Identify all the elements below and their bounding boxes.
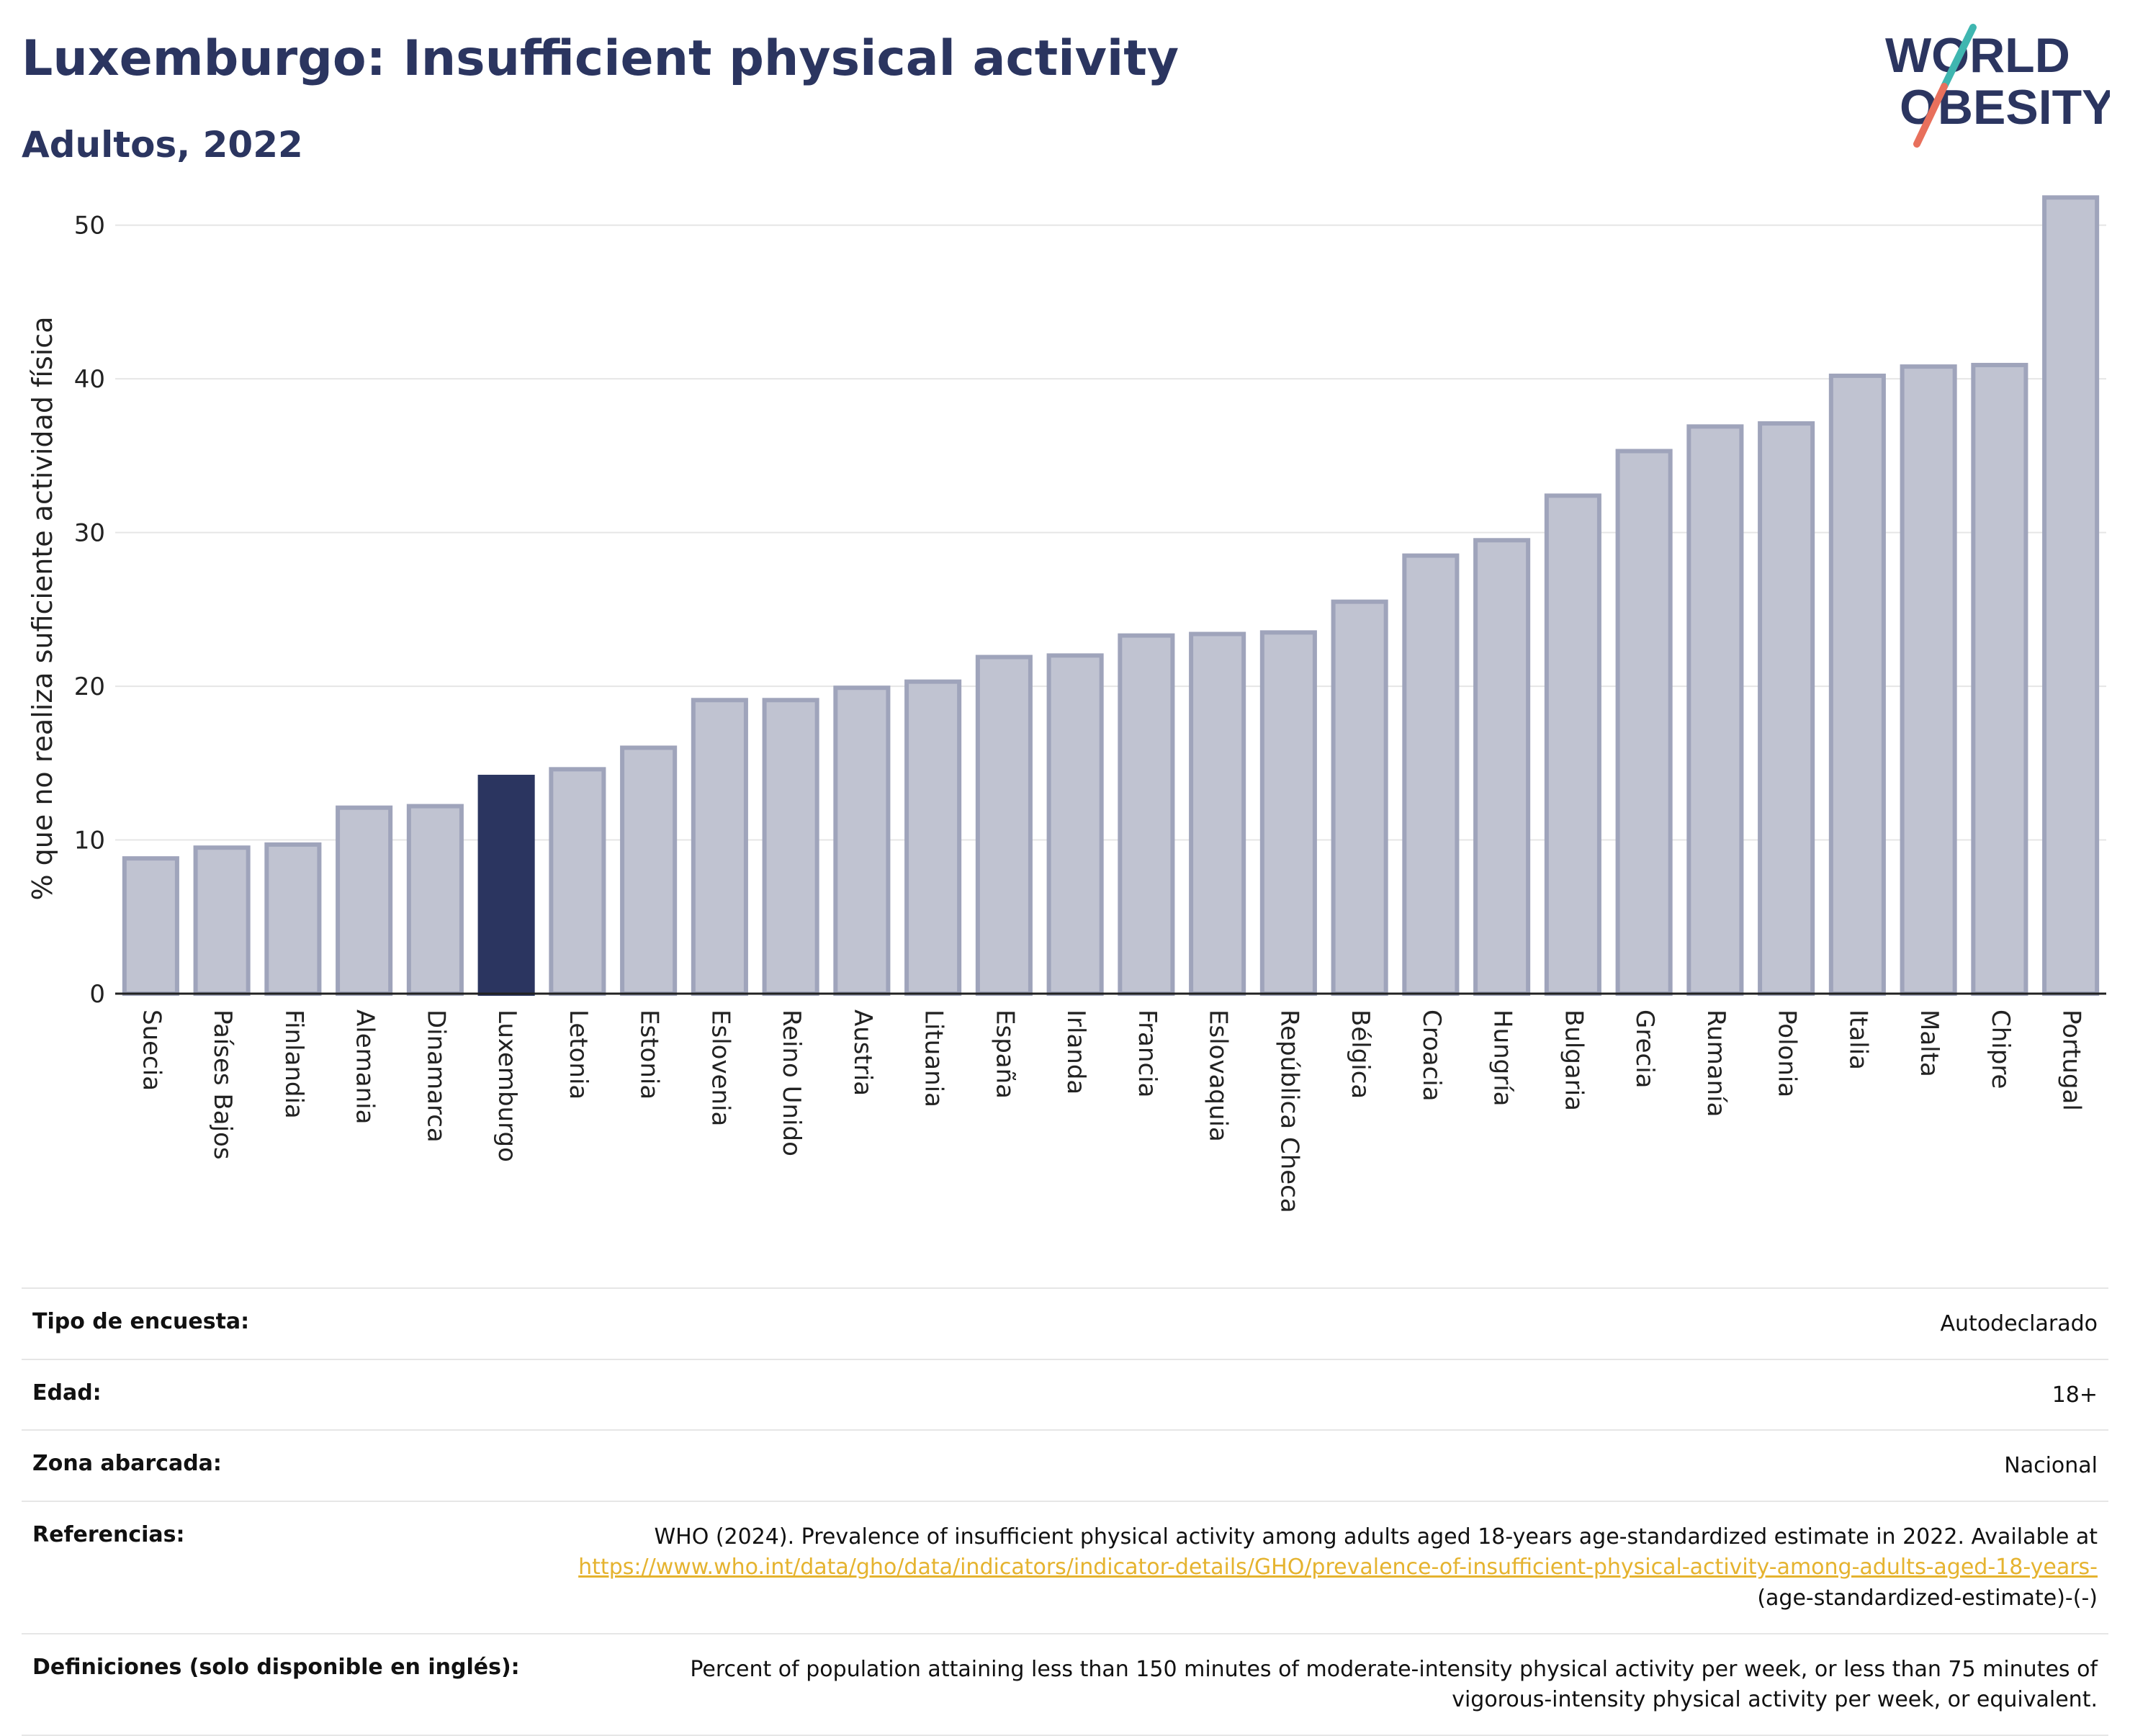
x-tick-label: Malta xyxy=(1915,1009,1943,1077)
bar-reino-unido xyxy=(762,698,819,996)
references-link[interactable]: https://www.who.int/data/gho/data/indica… xyxy=(578,1555,2098,1580)
page-title: Luxemburgo: Insufficient physical activi… xyxy=(22,30,1179,87)
x-tick-label: Polonia xyxy=(1773,1009,1802,1097)
meta-label: Referencias: xyxy=(32,1521,185,1547)
bar-polonia xyxy=(1758,421,1815,996)
bar-malta xyxy=(1900,364,1957,997)
meta-label: Tipo de encuesta: xyxy=(32,1309,250,1334)
bar-suecia xyxy=(122,856,179,996)
bar-chipre xyxy=(1971,362,2028,996)
x-tick-label: Luxemburgo xyxy=(493,1009,521,1162)
bar-lituania xyxy=(904,679,962,997)
bar-eslovaquia xyxy=(1189,631,1246,996)
meta-value: Autodeclarado xyxy=(1940,1311,2098,1336)
x-tick-label: Hungría xyxy=(1488,1009,1517,1107)
bar-irlanda xyxy=(1046,653,1104,997)
x-tick-label: Alemania xyxy=(351,1009,379,1124)
x-tick-label: España xyxy=(990,1009,1019,1099)
meta-label: Definiciones (solo disponible en inglés)… xyxy=(32,1654,520,1680)
x-tick-label: Francia xyxy=(1133,1009,1161,1097)
logo-slash-bottom xyxy=(1913,83,1948,148)
bar-luxemburgo xyxy=(477,775,535,997)
references-suffix: (age-standardized-estimate)-(-) xyxy=(1757,1585,2098,1611)
page-subtitle: Adultos, 2022 xyxy=(22,124,303,166)
bar-eslovenia xyxy=(691,698,748,996)
x-tick-label: Bélgica xyxy=(1346,1009,1375,1099)
x-tick-label: Chipre xyxy=(1986,1009,2015,1089)
bar-estonia xyxy=(620,745,678,996)
meta-row-age: Edad: 18+ xyxy=(22,1358,2108,1430)
x-tick-label: Finlandia xyxy=(279,1009,308,1119)
references-value: WHO (2024). Prevalence of insufficient p… xyxy=(551,1522,2098,1614)
x-tick-label: Austria xyxy=(848,1009,877,1096)
x-tick-label: Estonia xyxy=(635,1009,664,1099)
y-tick-label: 40 xyxy=(74,365,105,394)
x-tick-label: Grecia xyxy=(1630,1009,1659,1088)
x-tick-label: Eslovaquia xyxy=(1204,1009,1233,1142)
bar-españa xyxy=(975,655,1033,996)
x-tick-label: Croacia xyxy=(1417,1009,1446,1102)
x-tick-label: Rumanía xyxy=(1702,1009,1730,1117)
y-axis-label: % que no realiza suficiente actividad fí… xyxy=(27,317,58,901)
y-tick-label: 20 xyxy=(74,673,105,701)
bar-bélgica xyxy=(1331,599,1388,996)
references-text: WHO (2024). Prevalence of insufficient p… xyxy=(654,1524,2098,1550)
y-tick-label: 10 xyxy=(74,827,105,855)
definitions-value: Percent of population attaining less tha… xyxy=(690,1656,2098,1713)
bar-rumanía xyxy=(1686,424,1744,996)
meta-row-references: Referencias: WHO (2024). Prevalence of i… xyxy=(22,1500,2108,1633)
y-axis-ticks: 0 10 20 30 40 50 xyxy=(74,212,105,1009)
meta-value: Nacional xyxy=(2004,1453,2098,1479)
logo-line-1: WORLD xyxy=(1885,28,2070,83)
metadata-table: Tipo de encuesta: Autodeclarado Edad: 18… xyxy=(22,1287,2108,1736)
bar-austria xyxy=(833,685,891,996)
x-tick-label: Irlanda xyxy=(1061,1009,1090,1094)
bar-croacia xyxy=(1402,553,1460,996)
y-tick-label: 50 xyxy=(74,212,105,240)
bar-bulgaria xyxy=(1544,493,1601,996)
x-tick-label: Italia xyxy=(1843,1009,1872,1070)
bar-chart: 0 10 20 30 40 50 Suecia Países Bajos Finlandia A… xyxy=(27,195,2106,1213)
meta-label: Zona abarcada: xyxy=(32,1451,222,1477)
meta-label: Edad: xyxy=(32,1380,102,1406)
x-tick-label: Bulgaria xyxy=(1559,1009,1588,1111)
meta-row-survey-type: Tipo de encuesta: Autodeclarado xyxy=(22,1287,2108,1359)
bar-letonia xyxy=(549,767,606,997)
y-tick-label: 30 xyxy=(74,519,105,548)
x-tick-label: Portugal xyxy=(2057,1009,2086,1111)
x-tick-label: Eslovenia xyxy=(706,1009,734,1126)
x-tick-label: Dinamarca xyxy=(421,1009,450,1143)
bar-república-checa xyxy=(1259,630,1317,996)
bar-francia xyxy=(1118,633,1175,997)
x-tick-label: Reino Unido xyxy=(777,1009,806,1156)
x-tick-label: Países Bajos xyxy=(208,1009,237,1160)
bar-hungría xyxy=(1473,538,1531,996)
meta-row-area: Zona abarcada: Nacional xyxy=(22,1429,2108,1501)
x-axis-ticks: Suecia Países Bajos Finlandia Alemania Dinam… xyxy=(137,1009,2085,1213)
x-tick-label: Lituania xyxy=(920,1009,948,1107)
bar-dinamarca xyxy=(406,804,464,996)
meta-row-definitions: Definiciones (solo disponible en inglés)… xyxy=(22,1632,2108,1736)
y-tick-label: 0 xyxy=(89,980,105,1009)
x-tick-label: Letonia xyxy=(564,1009,593,1099)
bar-finlandia xyxy=(264,842,322,996)
bar-países-bajos xyxy=(193,845,251,997)
meta-value: 18+ xyxy=(2052,1382,2098,1408)
bar-portugal xyxy=(2042,195,2100,996)
x-tick-label: República Checa xyxy=(1275,1009,1303,1213)
x-tick-label: Suecia xyxy=(137,1009,166,1091)
bar-alemania xyxy=(336,805,393,996)
logo-slash-top xyxy=(1941,24,1977,90)
bar-grecia xyxy=(1615,449,1673,996)
bar-italia xyxy=(1828,373,1886,996)
world-obesity-logo: WORLD OBESITY xyxy=(1885,24,2110,148)
bars xyxy=(122,195,2100,997)
